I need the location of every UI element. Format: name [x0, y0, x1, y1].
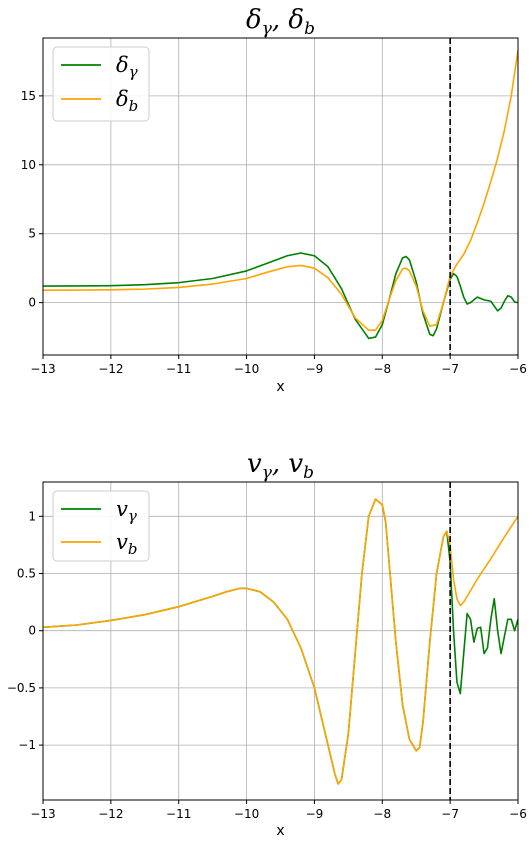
y-tick-label: −0.5	[7, 681, 36, 695]
x-tick-label: −11	[166, 807, 191, 821]
y-tick-label: 1	[28, 509, 36, 523]
x-tick-label: −9	[306, 362, 324, 376]
series-line-2	[43, 498, 518, 785]
legend-label: δb	[116, 87, 138, 115]
x-tick-label: −8	[373, 807, 391, 821]
x-tick-label: −6	[509, 362, 527, 376]
x-tick-label: −7	[441, 362, 459, 376]
axes-frame	[42, 37, 519, 356]
y-tick-label: 0	[28, 296, 36, 310]
x-tick-label: −13	[30, 362, 55, 376]
legend-label: δγ	[116, 53, 138, 81]
x-tick-label: −10	[234, 362, 259, 376]
x-tick-label: −7	[441, 807, 459, 821]
chart-title: δγ, δb	[246, 5, 315, 39]
x-axis-label: x	[276, 379, 284, 395]
legend-label: vb	[116, 530, 137, 558]
series-line-1	[43, 252, 518, 340]
y-tick-label: −1	[18, 738, 36, 752]
chart-2: −13 −12 −11 −10 −9 −8 −7 −6 −1 −0.5 0 0.5 1 x vγ, vb vγ…	[7, 449, 527, 839]
y-tick-label: 0.5	[17, 567, 36, 581]
y-tick-label: 10	[21, 158, 36, 172]
chart-title: vγ, vb	[247, 449, 314, 483]
y-tick-label: 15	[21, 89, 36, 103]
chart-1: −13 −12 −11 −10 −9 −8 −7 −6 0 5 10 15 x δγ, δb δγ δb	[21, 5, 527, 395]
legend: vγ vb	[52, 490, 150, 562]
y-tick-label: 5	[28, 227, 36, 241]
legend: δγ δb	[52, 46, 150, 122]
x-axis-label: x	[276, 823, 284, 839]
x-tick-label: −13	[30, 807, 55, 821]
y-tick-label: 0	[28, 624, 36, 638]
axes-frame	[42, 481, 519, 801]
x-tick-label: −8	[373, 362, 391, 376]
x-tick-label: −12	[98, 362, 123, 376]
x-tick-label: −9	[306, 807, 324, 821]
x-tick-label: −6	[509, 807, 527, 821]
x-tick-label: −11	[166, 362, 191, 376]
x-tick-label: −10	[234, 807, 259, 821]
x-tick-label: −12	[98, 807, 123, 821]
legend-label: vγ	[116, 497, 137, 525]
series-line-2	[43, 50, 518, 331]
